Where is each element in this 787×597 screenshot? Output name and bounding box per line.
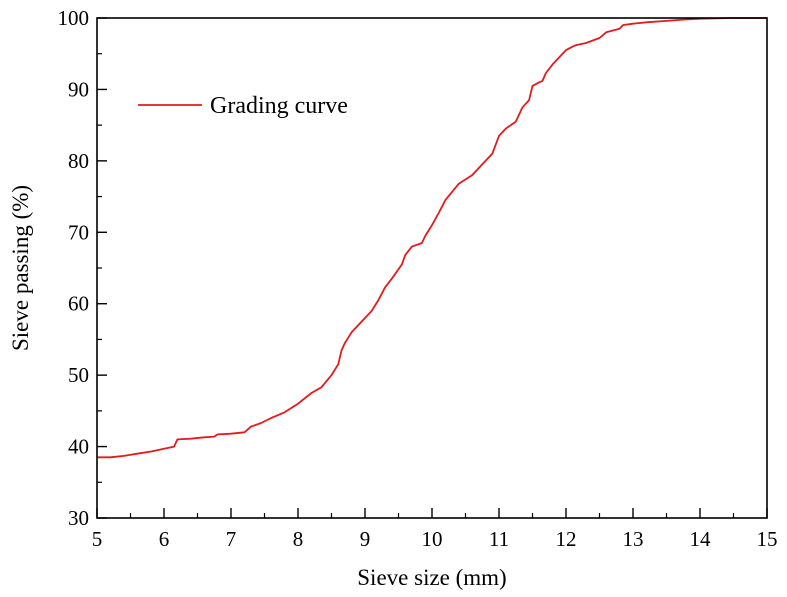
- y-tick-label: 100: [58, 6, 90, 30]
- x-tick-label: 15: [757, 527, 778, 551]
- x-tick-label: 8: [293, 527, 304, 551]
- x-tick-label: 11: [489, 527, 509, 551]
- y-axis-title: Sieve passing (%): [8, 185, 33, 351]
- y-tick-label: 30: [68, 506, 89, 530]
- y-tick-label: 40: [68, 435, 89, 459]
- x-tick-label: 10: [422, 527, 443, 551]
- plot-frame: [96, 17, 768, 519]
- x-tick-label: 7: [226, 527, 237, 551]
- y-tick-label: 90: [68, 77, 89, 101]
- y-tick-label: 80: [68, 149, 89, 173]
- y-tick-label: 70: [68, 220, 89, 244]
- x-axis-ticks: 5 6 7 8 9 10 11 12 13 14 15: [92, 508, 778, 551]
- y-tick-label: 60: [68, 292, 89, 316]
- legend-label-grading-curve: Grading curve: [210, 93, 348, 119]
- x-axis-title: Sieve size (mm): [357, 565, 506, 590]
- x-tick-label: 5: [92, 527, 103, 551]
- x-tick-label: 13: [623, 527, 644, 551]
- y-axis-ticks: 30 40 50 60 70 80 90 100: [58, 6, 107, 530]
- x-tick-label: 14: [690, 527, 712, 551]
- y-tick-label: 50: [68, 363, 89, 387]
- series-line-grading-curve: [97, 17, 767, 459]
- series-layer: [97, 17, 767, 459]
- x-tick-label: 9: [360, 527, 371, 551]
- legend: Grading curve: [138, 93, 348, 119]
- x-tick-label: 12: [556, 527, 577, 551]
- x-tick-label: 6: [159, 527, 170, 551]
